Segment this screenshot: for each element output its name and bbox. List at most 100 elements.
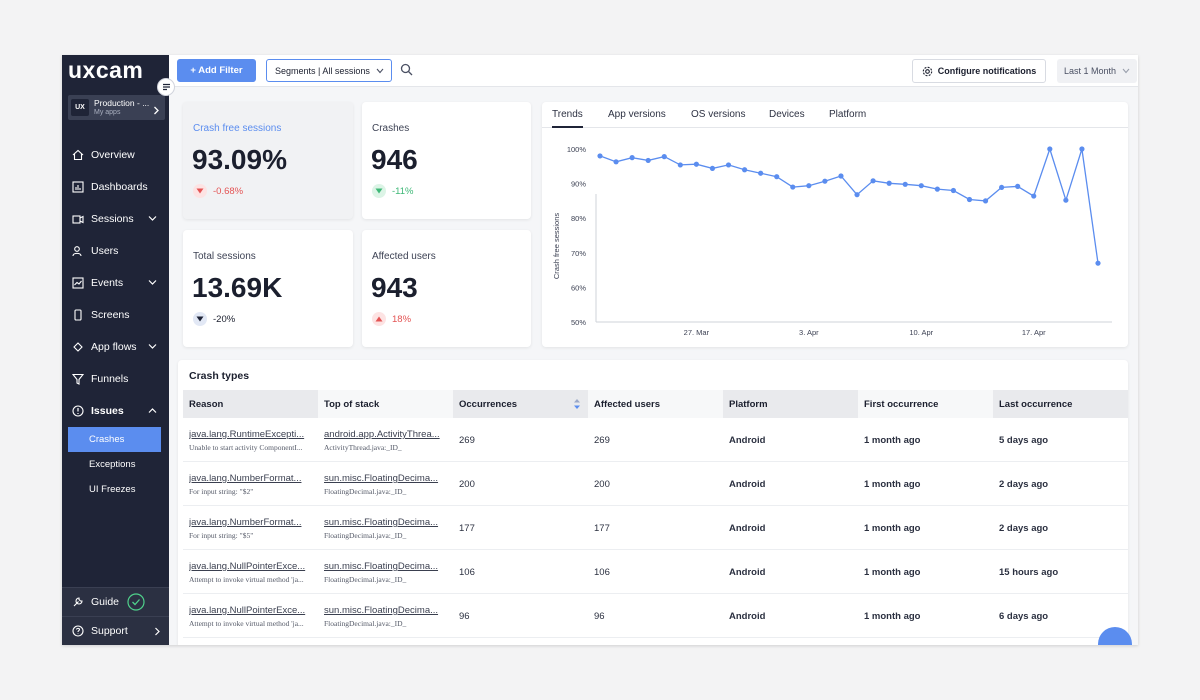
reason-detail: Attempt to invoke virtual method 'ja... <box>189 619 304 628</box>
tab-os-versions[interactable]: OS versions <box>691 109 746 120</box>
stack-link[interactable]: sun.misc.FloatingDecima... <box>324 517 439 528</box>
trend-point[interactable] <box>741 167 748 173</box>
tab-app-versions[interactable]: App versions <box>608 109 666 120</box>
column-header-platform[interactable]: Platform <box>723 390 858 418</box>
table-row[interactable]: java.lang.NullPointerExce... Attempt to i… <box>183 595 1128 638</box>
trend-point[interactable] <box>886 180 892 186</box>
trend-point[interactable] <box>1095 260 1101 266</box>
stack-link[interactable]: sun.misc.FloatingDecima... <box>324 561 439 572</box>
column-header-top-of-stack[interactable]: Top of stack <box>318 390 453 418</box>
stack-detail: FloatingDecimal.java:_ID_ <box>324 619 407 628</box>
app-switcher[interactable]: UX Production - ... My apps <box>68 95 165 120</box>
trend-point[interactable] <box>709 165 716 171</box>
search-icon[interactable] <box>400 63 413 81</box>
trend-point[interactable] <box>1063 197 1069 203</box>
trend-point[interactable] <box>629 155 635 161</box>
stack-link[interactable]: sun.misc.FloatingDecima... <box>324 605 439 616</box>
column-header-affected-users[interactable]: Affected users <box>588 390 723 418</box>
reason-link[interactable]: java.lang.NumberFormat... <box>189 473 302 484</box>
chevron-up-icon <box>148 405 157 417</box>
sidebar-item-app-flows[interactable]: App flows <box>62 331 169 363</box>
sidebar-subitem-exceptions[interactable]: Exceptions <box>89 459 136 470</box>
trend-point[interactable] <box>790 184 796 190</box>
trend-point[interactable] <box>966 196 973 203</box>
trend-point[interactable] <box>725 162 732 168</box>
reason-link[interactable]: java.lang.NullPointerExce... <box>189 561 306 572</box>
date-range-dropdown[interactable]: Last 1 Month <box>1057 59 1137 83</box>
trend-point[interactable] <box>661 154 667 160</box>
dashboard-icon <box>71 181 84 194</box>
trend-point[interactable] <box>645 157 651 164</box>
trend-point[interactable] <box>806 183 812 189</box>
table-row[interactable]: java.lang.NumberFormat... For input strin… <box>183 507 1128 550</box>
trend-point[interactable] <box>758 170 764 176</box>
column-header-reason[interactable]: Reason <box>183 390 318 418</box>
kpi-label: Affected users <box>372 251 436 262</box>
segments-dropdown[interactable]: Segments | All sessions <box>266 59 392 82</box>
trend-point[interactable] <box>838 173 844 179</box>
trend-point[interactable] <box>918 183 924 189</box>
reason-link[interactable]: java.lang.NullPointerExce... <box>189 605 306 616</box>
sidebar-item-guide[interactable]: Guide <box>62 587 169 616</box>
column-header-occurrences[interactable]: Occurrences <box>453 390 588 418</box>
trend-point[interactable] <box>999 184 1005 191</box>
column-header-first-occurrence[interactable]: First occurrence <box>858 390 993 418</box>
sidebar-item-overview[interactable]: Overview <box>62 139 169 171</box>
trend-point[interactable] <box>950 187 957 194</box>
configure-notifications-button[interactable]: Configure notifications <box>912 59 1046 83</box>
sidebar-subitem-ui-freezes[interactable]: UI Freezes <box>89 484 136 495</box>
first-occurrence-cell: 1 month ago <box>864 611 921 622</box>
add-filter-button[interactable]: + Add Filter <box>177 59 256 82</box>
column-header-last-occurrence[interactable]: Last occurrence <box>993 390 1128 418</box>
wrench-icon <box>71 596 84 609</box>
reason-link[interactable]: java.lang.NumberFormat... <box>189 517 302 528</box>
stack-link[interactable]: sun.misc.FloatingDecima... <box>324 473 439 484</box>
trend-point[interactable] <box>1079 146 1085 152</box>
sidebar-item-funnels[interactable]: Funnels <box>62 363 169 395</box>
tab-devices[interactable]: Devices <box>769 109 805 120</box>
y-tick-label: 90% <box>571 180 586 189</box>
sidebar-item-users[interactable]: Users <box>62 235 169 267</box>
reason-link[interactable]: java.lang.RuntimeExcepti... <box>189 429 305 440</box>
sidebar-subitem-crashes[interactable]: Crashes <box>68 427 161 452</box>
sidebar-item-sessions[interactable]: Sessions <box>62 203 169 235</box>
table-row[interactable]: java.lang.NumberFormat... For input strin… <box>183 463 1128 506</box>
table-row[interactable]: java.lang.NullPointerExce... Attempt to i… <box>183 551 1128 594</box>
trend-point[interactable] <box>677 162 683 168</box>
uxcam-logo[interactable]: uxcam <box>68 57 144 83</box>
trend-point[interactable] <box>774 174 780 180</box>
trend-point[interactable] <box>1047 146 1053 152</box>
trend-point[interactable] <box>1031 193 1037 199</box>
tab-trends[interactable]: Trends <box>552 109 583 128</box>
sidebar-item-support[interactable]: Support <box>62 616 169 645</box>
x-tick-label: 10. Apr <box>909 328 933 337</box>
kpi-card-total-sessions[interactable]: Total sessions 13.69K -20% <box>183 230 353 347</box>
sidebar-item-issues[interactable]: Issues <box>62 395 169 427</box>
trend-point[interactable] <box>982 198 989 204</box>
kpi-label: Crash free sessions <box>193 123 282 134</box>
kpi-card-crash-free-sessions[interactable]: Crash free sessions 93.09% -0.68% <box>183 102 353 219</box>
kpi-card-crashes[interactable]: Crashes 946 -11% <box>362 102 531 219</box>
trend-point[interactable] <box>870 178 876 184</box>
chat-launcher-button[interactable] <box>1098 627 1132 645</box>
trend-point[interactable] <box>902 181 908 187</box>
table-row[interactable]: java.lang.RuntimeExcepti... Unable to sta… <box>183 419 1128 462</box>
sidebar-item-screens[interactable]: Screens <box>62 299 169 331</box>
trend-point[interactable] <box>1015 183 1021 189</box>
trend-point[interactable] <box>822 178 828 184</box>
trend-point[interactable] <box>854 192 860 198</box>
trend-point[interactable] <box>934 186 940 192</box>
stack-link[interactable]: android.app.ActivityThrea... <box>324 429 440 440</box>
stack-detail: FloatingDecimal.java:_ID_ <box>324 575 407 584</box>
sidebar-collapse-button[interactable] <box>157 78 175 96</box>
last-occurrence-cell: 2 days ago <box>999 523 1049 534</box>
trend-point[interactable] <box>597 153 603 159</box>
trend-point[interactable] <box>693 161 699 167</box>
sidebar-item-dashboards[interactable]: Dashboards <box>62 171 169 203</box>
kpi-delta: 18% <box>372 312 411 326</box>
sidebar-item-label: Overview <box>91 149 135 161</box>
trend-point[interactable] <box>613 159 619 165</box>
sidebar-item-events[interactable]: Events <box>62 267 169 299</box>
tab-platform[interactable]: Platform <box>829 109 867 120</box>
kpi-card-affected-users[interactable]: Affected users 943 18% <box>362 230 531 347</box>
